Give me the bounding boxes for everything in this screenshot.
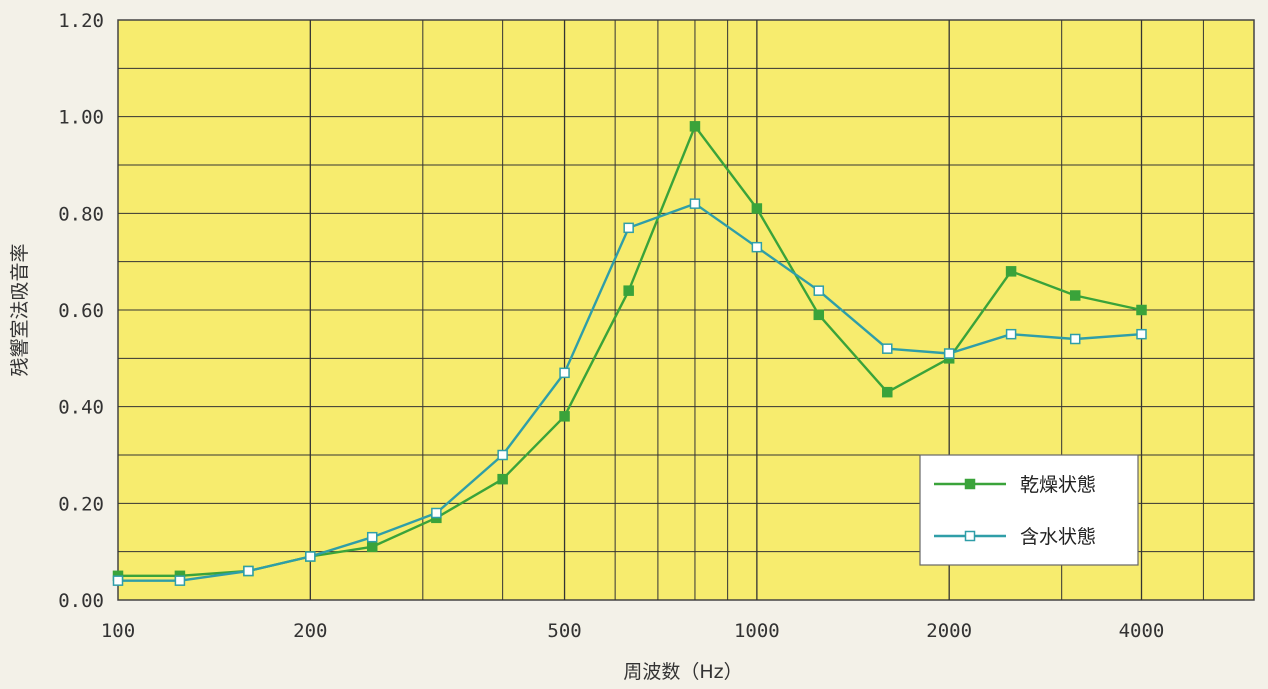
x-tick-label: 4000 xyxy=(1119,620,1165,642)
data-point xyxy=(497,473,508,485)
data-point xyxy=(623,222,634,234)
data-point xyxy=(431,507,442,519)
legend-label: 乾燥状態 xyxy=(1020,474,1096,496)
legend-entry: 乾燥状態 xyxy=(934,474,1096,496)
y-tick-label: 0.00 xyxy=(58,590,104,612)
legend-entry: 含水状態 xyxy=(934,526,1096,548)
data-point xyxy=(559,367,570,379)
data-point xyxy=(112,575,124,586)
data-point xyxy=(943,348,955,359)
x-tick-label: 100 xyxy=(101,620,135,642)
x-tick-label: 200 xyxy=(293,620,327,642)
data-point xyxy=(751,241,763,253)
data-point xyxy=(813,309,825,321)
y-tick-label: 1.00 xyxy=(58,107,104,129)
y-axis-title: 残響室法吸音率 xyxy=(9,243,31,376)
legend-label: 含水状態 xyxy=(1020,526,1096,548)
data-point xyxy=(751,203,763,214)
data-point xyxy=(305,551,316,562)
x-tick-label: 500 xyxy=(547,620,581,642)
data-point xyxy=(689,198,701,209)
y-tick-label: 0.20 xyxy=(58,493,104,515)
data-point xyxy=(1069,333,1081,345)
x-tick-label: 1000 xyxy=(734,620,780,642)
legend-box xyxy=(919,454,1139,566)
data-point xyxy=(882,386,893,398)
data-point xyxy=(174,575,186,586)
data-point xyxy=(559,411,570,422)
y-tick-label: 0.80 xyxy=(58,203,104,225)
data-point xyxy=(366,531,378,543)
data-point xyxy=(1136,304,1147,316)
data-point xyxy=(497,449,508,461)
x-tick-label: 2000 xyxy=(926,620,972,642)
data-point xyxy=(813,285,825,296)
y-tick-label: 0.40 xyxy=(58,397,104,419)
y-tick-label: 0.60 xyxy=(58,300,104,322)
series-layer xyxy=(112,121,1147,586)
x-tick-labels: 100 200 500 1000 2000 4000 xyxy=(101,620,1165,642)
y-tick-labels: 0.00 0.20 0.40 0.60 0.80 1.00 1.20 xyxy=(58,10,104,612)
legend-marker xyxy=(964,530,976,542)
data-point xyxy=(882,343,893,354)
data-point xyxy=(1005,266,1017,277)
data-point xyxy=(689,121,701,132)
data-point xyxy=(243,565,254,577)
x-axis-title: 周波数（Hz） xyxy=(623,661,742,683)
series-2 xyxy=(112,198,1147,586)
data-point xyxy=(366,541,378,553)
data-point xyxy=(623,285,634,296)
y-tick-label: 1.20 xyxy=(58,10,104,32)
data-point xyxy=(1005,328,1017,340)
legend-marker xyxy=(964,478,976,490)
data-point xyxy=(1136,328,1147,340)
data-point xyxy=(1069,290,1081,301)
